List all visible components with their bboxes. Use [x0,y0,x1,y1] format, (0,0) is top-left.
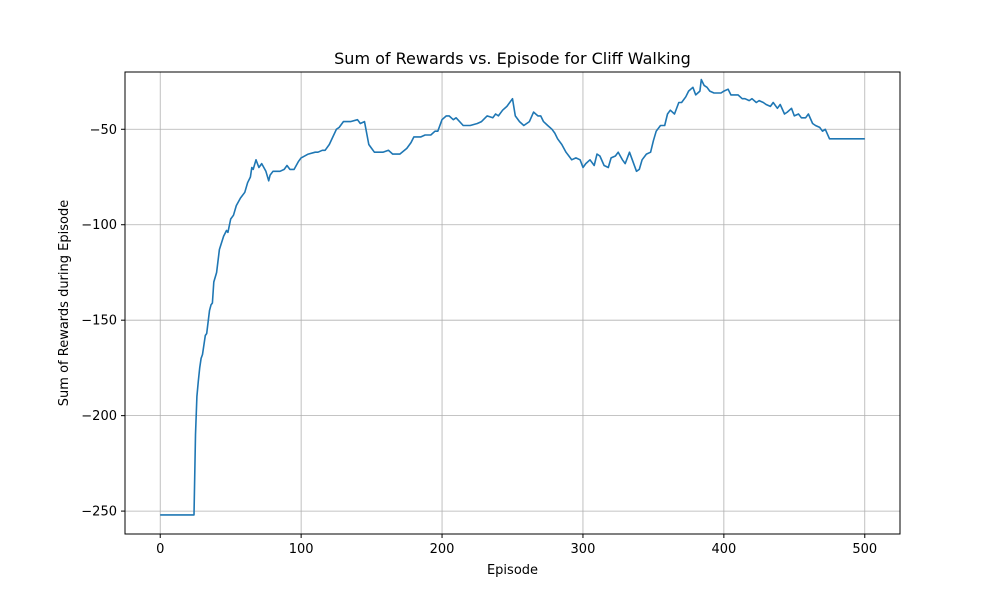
y-tick-label: −50 [90,123,117,138]
x-tick-label: 200 [430,542,455,557]
x-tick-label: 100 [289,542,314,557]
grid-lines [125,72,900,534]
y-tick-label: −250 [81,505,117,520]
data-line-group [160,78,865,516]
x-tick-label: 0 [156,542,164,557]
x-tick-label: 500 [852,542,877,557]
y-tick-label: −200 [81,409,117,424]
chart-title: Sum of Rewards vs. Episode for Cliff Wal… [334,49,691,68]
x-tick-label: 400 [711,542,736,557]
x-tick-label: 300 [571,542,596,557]
x-axis-label: Episode [487,563,538,578]
plot-frame [124,71,901,535]
y-axis-label: Sum of Rewards during Episode [57,200,72,406]
y-tick-label: −150 [81,314,117,329]
y-tick-label: −100 [81,218,117,233]
x-axis-ticks: 0 100 200 300 400 500 [156,534,877,557]
series-line [160,78,865,516]
y-axis-ticks: −250 −200 −150 −100 −50 [81,123,125,520]
